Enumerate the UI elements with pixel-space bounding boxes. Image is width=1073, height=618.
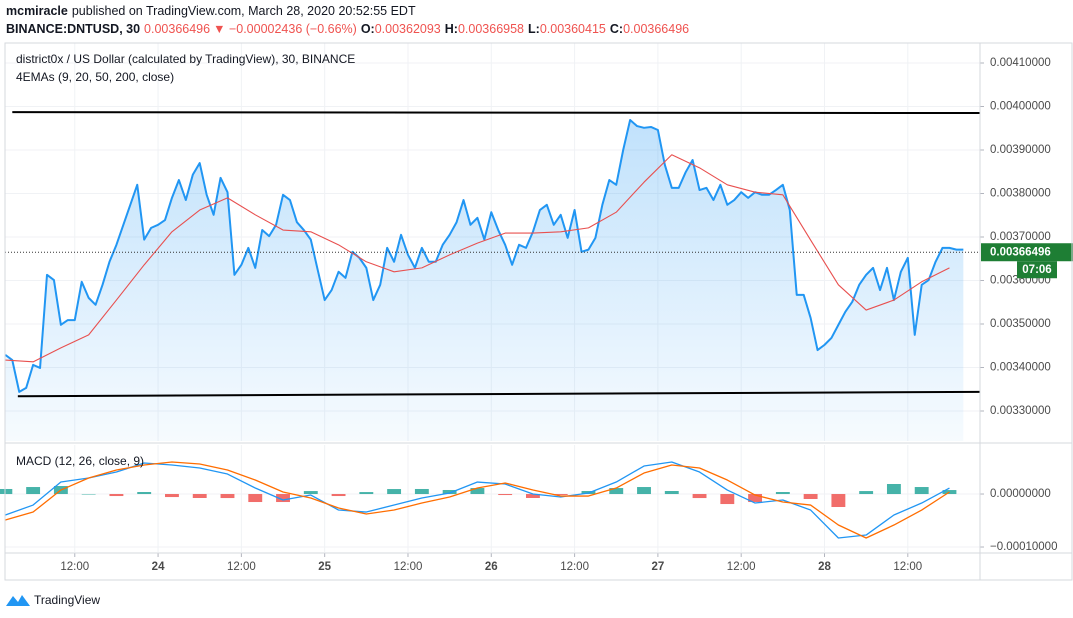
- countdown-label: 07:06: [1022, 264, 1051, 276]
- histogram-bar: [192, 494, 207, 498]
- brand: TradingView: [34, 593, 100, 607]
- histogram-bar: [26, 487, 41, 495]
- frame: [4, 42, 1073, 581]
- histogram-bar: [165, 494, 179, 498]
- histogram-bar: [0, 488, 13, 495]
- histogram-bar: [276, 494, 290, 503]
- histogram-bar: [498, 494, 513, 496]
- histogram-bar: [303, 491, 318, 495]
- x-tick-label: 12:00: [60, 561, 89, 573]
- x-tick-label: 24: [152, 561, 165, 573]
- histogram-bar: [748, 494, 763, 503]
- y-tick-label: 0.00410000: [990, 57, 1051, 69]
- header-line-1: mcmiracle published on TradingView.com, M…: [6, 4, 416, 18]
- histogram-bar: [637, 487, 651, 495]
- histogram-bar: [664, 491, 679, 495]
- ohlc-value: 0.00366958: [458, 22, 524, 36]
- trend-line: [12, 111, 981, 115]
- histogram-bar: [609, 488, 624, 495]
- histogram-bar: [220, 494, 235, 499]
- histogram-bar: [248, 494, 263, 503]
- x-tick-label: 27: [651, 561, 664, 573]
- x-tick-label: 12:00: [893, 561, 922, 573]
- y-tick-label: 0.00390000: [990, 144, 1051, 156]
- last-price-box: [981, 243, 1073, 262]
- macd-title: MACD (12, 26, close, 9): [16, 454, 144, 468]
- histogram-bar: [109, 494, 124, 497]
- y-tick-label: 0.00340000: [990, 362, 1051, 374]
- tradingview-logo: TradingView: [6, 593, 100, 607]
- x-tick-label: 12:00: [227, 561, 256, 573]
- chart-title: district0x / US Dollar (calculated by Tr…: [16, 52, 355, 66]
- y-tick-label: 0.00400000: [990, 101, 1051, 113]
- x-tick-label: 26: [485, 561, 498, 573]
- x-tick-label: 28: [818, 561, 831, 573]
- histogram-bar: [775, 492, 790, 495]
- ohlc-value: 0.00360415: [540, 22, 606, 36]
- ohlc-key: C:: [610, 22, 623, 36]
- y-tick-label: 0.00350000: [990, 318, 1051, 330]
- histogram-bar: [720, 494, 735, 505]
- logo-icon: [6, 595, 30, 606]
- histogram-bar: [387, 489, 402, 495]
- histogram-bar: [137, 492, 152, 495]
- histogram-bar: [553, 494, 568, 496]
- histogram-bar: [470, 488, 485, 495]
- y-tick-label: −0.00010000: [990, 541, 1057, 553]
- x-tick-label: 12:00: [560, 561, 589, 573]
- histogram-bar: [331, 494, 346, 497]
- header-line-2: BINANCE:DNTUSD, 30 0.00366496 ▼ −0.0000243…: [6, 22, 689, 36]
- x-tick-label: 12:00: [394, 561, 423, 573]
- plot-layer: 0.003300000.003400000.003500000.00360000…: [0, 43, 1073, 573]
- histogram-bar: [442, 489, 457, 495]
- x-tick-label: 25: [318, 561, 331, 573]
- ohlc-key: L:: [528, 22, 540, 36]
- countdown-box: [1017, 261, 1057, 279]
- area-fill: [5, 119, 964, 442]
- y-tick-label: 0.00380000: [990, 188, 1051, 200]
- x-tick-label: 12:00: [727, 561, 756, 573]
- ohlc-key: H:: [445, 22, 458, 36]
- price-line: [5, 154, 950, 363]
- histogram-bar: [831, 494, 846, 508]
- histogram-bar: [886, 484, 901, 495]
- y-tick-label: 0.00000000: [990, 488, 1051, 500]
- ohlc-value: 0.00366496: [623, 22, 689, 36]
- histogram-bar: [803, 494, 818, 500]
- author: mcmiracle: [6, 4, 68, 18]
- histogram-bar: [414, 488, 429, 495]
- y-tick-label: 0.00370000: [990, 231, 1051, 243]
- ohlc-value: 0.00362093: [375, 22, 441, 36]
- histogram-bar: [692, 494, 707, 499]
- ohlc-key: O:: [361, 22, 375, 36]
- y-tick-label: 0.00330000: [990, 405, 1051, 417]
- indicator-title: 4EMAs (9, 20, 50, 200, close): [16, 70, 174, 84]
- symbol: BINANCE:DNTUSD, 30: [6, 22, 140, 36]
- last: 0.00366496: [144, 22, 210, 36]
- histogram-bar: [81, 494, 96, 495]
- histogram-bar: [859, 491, 874, 495]
- macd-line: [5, 461, 950, 539]
- trend-line: [17, 390, 981, 398]
- change: ▼ −0.00002436 (−0.66%): [213, 22, 357, 36]
- histogram-bar: [359, 492, 374, 495]
- last-price-label: 0.00366496: [990, 246, 1051, 258]
- price-line: [4, 118, 964, 393]
- published: published on TradingView.com, March 28, …: [72, 4, 416, 18]
- histogram-bar: [525, 494, 540, 498]
- histogram-bar: [914, 487, 929, 495]
